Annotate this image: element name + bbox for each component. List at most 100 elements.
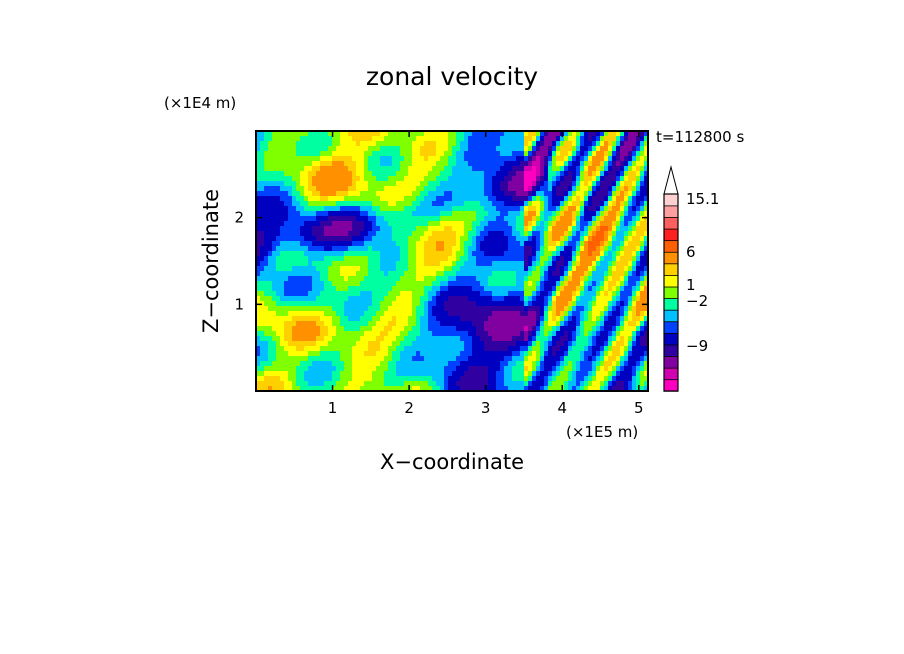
heatmap-cell xyxy=(528,306,533,312)
heatmap-cell xyxy=(452,356,457,362)
heatmap-cell xyxy=(316,386,321,392)
heatmap-cell xyxy=(296,216,301,222)
heatmap-cell xyxy=(616,161,621,167)
heatmap-cell xyxy=(356,251,361,257)
heatmap-cell xyxy=(320,386,325,392)
heatmap-cell xyxy=(400,376,405,382)
heatmap-cell xyxy=(508,341,513,347)
heatmap-cell xyxy=(596,326,601,332)
heatmap-cell xyxy=(572,141,577,147)
heatmap-cell xyxy=(344,131,349,137)
heatmap-cell xyxy=(256,351,261,357)
heatmap-cell xyxy=(436,186,441,192)
heatmap-cell xyxy=(532,136,537,142)
heatmap-cell xyxy=(308,221,313,227)
heatmap-cell xyxy=(404,191,409,197)
heatmap-cell xyxy=(300,206,305,212)
heatmap-cell xyxy=(476,276,481,282)
heatmap-cell xyxy=(480,286,485,292)
heatmap-cell xyxy=(620,241,625,247)
heatmap-cell xyxy=(504,346,509,352)
heatmap-cell xyxy=(496,131,501,137)
heatmap-cell xyxy=(452,246,457,252)
heatmap-cell xyxy=(596,261,601,267)
heatmap-cell xyxy=(624,211,629,217)
heatmap-cell xyxy=(432,231,437,237)
heatmap-cell xyxy=(496,236,501,242)
heatmap-cell xyxy=(428,366,433,372)
heatmap-cell xyxy=(384,151,389,157)
heatmap-cell xyxy=(608,326,613,332)
heatmap-cell xyxy=(476,161,481,167)
heatmap-cell xyxy=(524,256,529,262)
heatmap-cell xyxy=(596,281,601,287)
heatmap-cell xyxy=(436,281,441,287)
heatmap-cell xyxy=(476,351,481,357)
heatmap-cell xyxy=(412,351,417,357)
heatmap-cell xyxy=(528,236,533,242)
heatmap-cell xyxy=(560,221,565,227)
heatmap-cell xyxy=(340,221,345,227)
heatmap-cell xyxy=(428,146,433,152)
heatmap-cell xyxy=(604,311,609,317)
heatmap-cell xyxy=(276,211,281,217)
heatmap-cell xyxy=(324,261,329,267)
heatmap-cell xyxy=(264,316,269,322)
heatmap-cell xyxy=(268,191,273,197)
heatmap-cell xyxy=(284,251,289,257)
heatmap-cell xyxy=(624,266,629,272)
heatmap-cell xyxy=(508,236,513,242)
heatmap-cell xyxy=(300,351,305,357)
heatmap-cell xyxy=(472,211,477,217)
heatmap-cell xyxy=(520,236,525,242)
heatmap-cell xyxy=(392,236,397,242)
heatmap-cell xyxy=(624,166,629,172)
heatmap-cell xyxy=(348,131,353,137)
heatmap-cell xyxy=(348,221,353,227)
heatmap-cell xyxy=(628,266,633,272)
heatmap-cell xyxy=(332,151,337,157)
heatmap-cell xyxy=(428,276,433,282)
heatmap-cell xyxy=(508,376,513,382)
heatmap-cell xyxy=(328,376,333,382)
heatmap-cell xyxy=(412,386,417,392)
heatmap-cell xyxy=(440,251,445,257)
heatmap-cell xyxy=(476,301,481,307)
heatmap-cell xyxy=(320,146,325,152)
heatmap-cell xyxy=(268,231,273,237)
heatmap-cell xyxy=(612,216,617,222)
heatmap-cell xyxy=(508,196,513,202)
heatmap-cell xyxy=(576,176,581,182)
heatmap-cell xyxy=(292,376,297,382)
heatmap-cell xyxy=(376,281,381,287)
heatmap-cell xyxy=(324,166,329,172)
heatmap-cell xyxy=(628,161,633,167)
heatmap-cell xyxy=(592,266,597,272)
heatmap-cell xyxy=(600,161,605,167)
heatmap-cell xyxy=(428,251,433,257)
heatmap-cell xyxy=(272,366,277,372)
heatmap-cell xyxy=(348,196,353,202)
heatmap-cell xyxy=(272,331,277,337)
heatmap-cell xyxy=(296,196,301,202)
heatmap-cell xyxy=(368,316,373,322)
heatmap-cell xyxy=(320,311,325,317)
heatmap-cell xyxy=(348,136,353,142)
heatmap-cell xyxy=(456,141,461,147)
heatmap-cell xyxy=(340,241,345,247)
heatmap-cell xyxy=(608,386,613,392)
heatmap-cell xyxy=(260,346,265,352)
heatmap-cell xyxy=(384,346,389,352)
heatmap-cell xyxy=(332,296,337,302)
heatmap-cell xyxy=(612,276,617,282)
heatmap-cell xyxy=(596,361,601,367)
heatmap-cell xyxy=(324,231,329,237)
heatmap-cell xyxy=(380,136,385,142)
heatmap-cell xyxy=(616,321,621,327)
heatmap-cell xyxy=(384,246,389,252)
heatmap-cell xyxy=(452,376,457,382)
heatmap-cell xyxy=(484,361,489,367)
heatmap-cell xyxy=(260,281,265,287)
heatmap-cell xyxy=(312,176,317,182)
heatmap-cell xyxy=(500,201,505,207)
